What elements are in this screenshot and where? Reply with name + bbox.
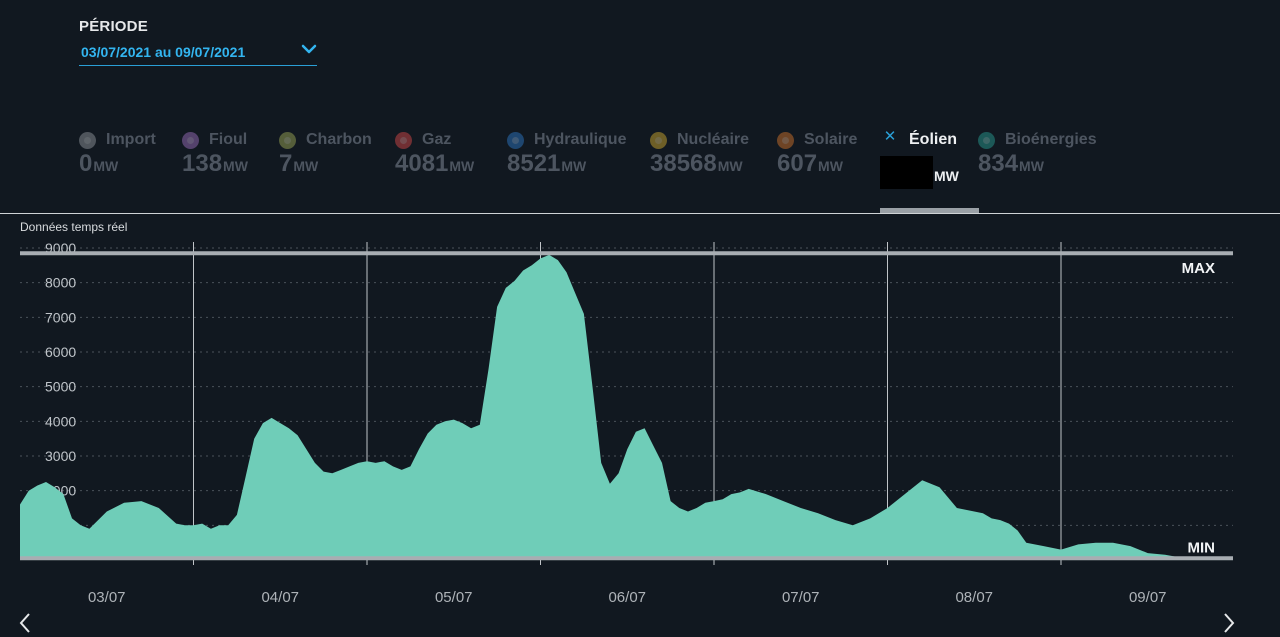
y-tick-label: 5000 <box>45 379 76 395</box>
fioul-icon <box>182 131 199 149</box>
min-label: MIN <box>1188 539 1216 556</box>
x-tick-label: 03/07 <box>88 589 126 606</box>
close-icon[interactable]: ✕ <box>883 128 897 145</box>
energy-item-eolien[interactable]: ✕ Éolien MW <box>880 128 959 190</box>
redacted-value <box>880 156 933 190</box>
y-tick-label: 8000 <box>45 275 76 291</box>
max-label: MAX <box>1182 260 1215 277</box>
y-tick-label: 3000 <box>45 448 76 464</box>
active-tab-indicator <box>880 208 979 214</box>
import-icon <box>79 131 96 149</box>
x-tick-label: 04/07 <box>261 589 299 606</box>
energy-unit: MW <box>223 158 248 174</box>
nucleaire-icon <box>650 131 667 149</box>
energy-value: 8521 <box>507 150 561 177</box>
solaire-icon <box>777 131 794 149</box>
x-tick-label: 06/07 <box>608 589 646 606</box>
energy-unit: MW <box>293 158 319 174</box>
energy-value: 607 <box>777 150 818 177</box>
periode-label: PÉRIODE <box>79 18 148 35</box>
energy-value: 138 <box>182 150 223 177</box>
energy-unit: MW <box>561 158 587 174</box>
divider <box>0 213 1280 214</box>
energy-name: Éolien <box>909 131 958 148</box>
energy-value: 4081 <box>395 150 449 177</box>
energy-value: 38568 <box>650 150 717 177</box>
wind-production-chart: 100020003000400050006000700080009000MAXM… <box>20 240 1233 606</box>
energy-unit: MW <box>934 168 959 184</box>
y-tick-label: 4000 <box>45 413 76 429</box>
y-tick-label: 6000 <box>45 344 76 360</box>
previous-arrow-icon[interactable] <box>18 612 32 634</box>
gaz-icon <box>395 131 412 149</box>
x-tick-label: 08/07 <box>955 589 993 606</box>
energy-name: Import <box>106 131 156 148</box>
energy-name: Gaz <box>422 131 452 148</box>
energy-name: Fioul <box>209 131 248 148</box>
energy-filter-bar: Import 0MW Fioul 138MW Charbon 7MW Gaz 4… <box>0 128 1280 215</box>
energy-value: 834 <box>978 150 1019 177</box>
energy-item-hydraulique[interactable]: Hydraulique 8521MW <box>507 130 626 181</box>
energy-item-import[interactable]: Import 0MW <box>79 130 156 181</box>
energy-unit: MW <box>818 158 843 174</box>
charbon-icon <box>279 131 296 149</box>
bioenergies-icon <box>978 131 995 149</box>
y-tick-label: 7000 <box>45 309 76 325</box>
periode-dropdown[interactable]: 03/07/2021 au 09/07/2021 <box>79 40 317 66</box>
energy-unit: MW <box>449 158 475 174</box>
hydraulique-icon <box>507 131 524 149</box>
energy-value: 7 <box>279 150 293 177</box>
energy-unit: MW <box>93 158 119 174</box>
energy-unit: MW <box>1019 158 1044 174</box>
x-tick-label: 09/07 <box>1129 589 1167 606</box>
energy-name: Charbon <box>306 131 372 148</box>
energy-item-fioul[interactable]: Fioul 138MW <box>182 130 248 181</box>
energy-name: Solaire <box>804 131 858 148</box>
x-tick-label: 05/07 <box>435 589 473 606</box>
energy-value: 0 <box>79 150 93 177</box>
energy-item-nucleaire[interactable]: Nucléaire 38568MW <box>650 130 749 181</box>
area-series <box>20 254 1209 560</box>
energy-item-gaz[interactable]: Gaz 4081MW <box>395 130 474 181</box>
energy-item-charbon[interactable]: Charbon 7MW <box>279 130 372 181</box>
chart-subtitle: Données temps réel <box>20 220 128 234</box>
x-tick-label: 07/07 <box>782 589 820 606</box>
energy-name: Bioénergies <box>1005 131 1097 148</box>
energy-unit: MW <box>717 158 743 174</box>
next-arrow-icon[interactable] <box>1222 612 1236 634</box>
energy-item-bioenergies[interactable]: Bioénergies 834MW <box>978 130 1097 181</box>
periode-value: 03/07/2021 au 09/07/2021 <box>81 44 246 60</box>
energy-name: Hydraulique <box>534 131 627 148</box>
energy-item-solaire[interactable]: Solaire 607MW <box>777 130 857 181</box>
energy-name: Nucléaire <box>677 131 750 148</box>
chevron-down-icon <box>301 44 317 54</box>
